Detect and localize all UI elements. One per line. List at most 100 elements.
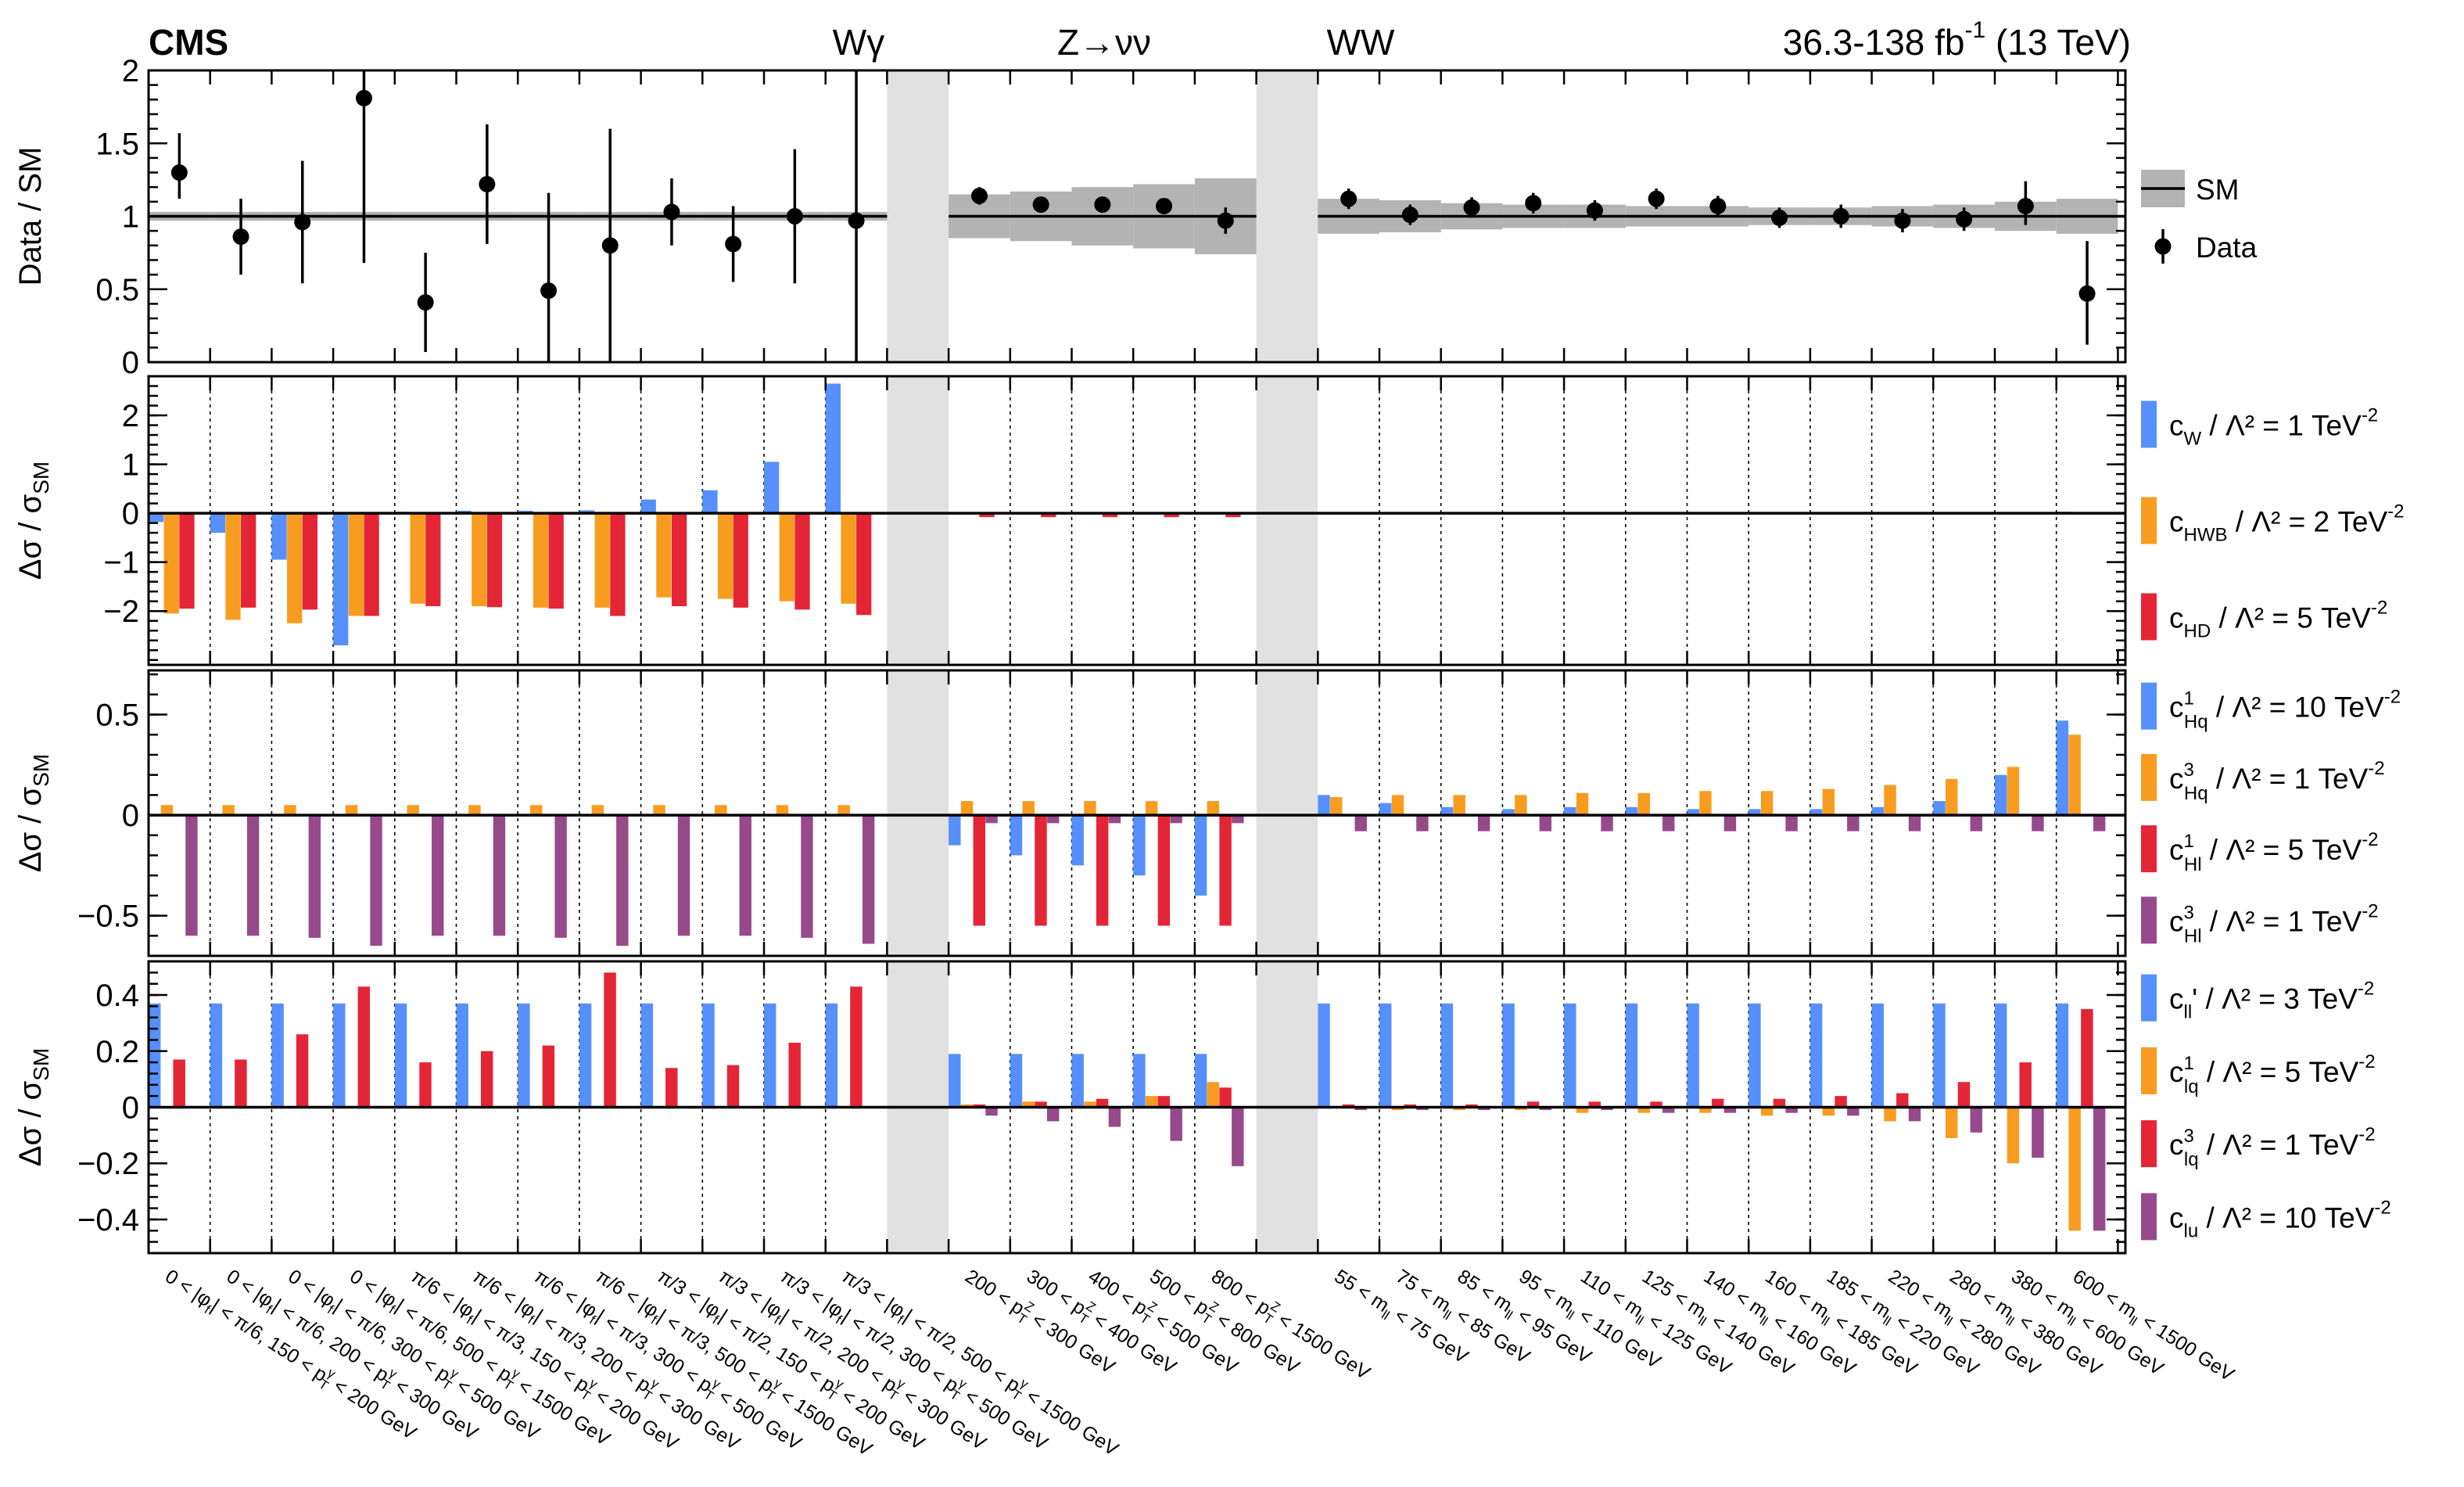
y-tick-label: 1 [122,200,139,235]
legend-swatch-orange [2141,497,2157,544]
legend-coef-sup: 3 [2184,1126,2194,1147]
legend-label: c3 lq / Λ² = 1 TeV-2 [2169,1124,2376,1170]
bar-red [1342,1104,1355,1108]
bar-purple [985,815,998,824]
bar-red [179,513,195,609]
data-point [663,203,680,221]
bar-blue [1318,795,1330,816]
gap-band-0-panel-2 [887,670,949,956]
bar-orange [1330,796,1343,816]
bar-blue [271,1003,284,1108]
bar-blue [1133,1054,1146,1108]
gap-band-1-panel-1 [1256,376,1318,665]
legend-coef: c [2169,1056,2184,1088]
bar-blue [1871,806,1885,816]
bar-blue [764,462,780,514]
bar-orange [1946,778,1958,816]
bar-blue [1194,1054,1207,1108]
bar-orange [1822,788,1835,816]
y-axis-label: Δσ / σSM [13,754,53,872]
y-tick-label: 1.5 [95,127,139,161]
legend-label: cHD / Λ² = 5 TeV-2 [2169,598,2387,642]
data-point [1156,197,1173,214]
legend-rhs: / Λ² = 5 TeV [2199,1056,2359,1088]
bar-orange [284,805,296,816]
legend-coef: c [2169,983,2184,1015]
bar-blue [1071,815,1084,866]
bar-blue [702,1003,715,1108]
legend-coef-sub: lq [2184,1076,2199,1097]
legend-sm-label: SM [2196,174,2240,206]
legend-exp: -2 [2358,1051,2375,1072]
bar-red [1526,1101,1540,1108]
bar-orange [1760,1107,1774,1116]
bar-red [1465,1104,1478,1108]
bar-orange [472,513,487,606]
bar-red [2019,1062,2032,1108]
panel-frame [147,669,2127,957]
bar-purple [801,815,813,938]
legend-label: c3 Hl / Λ² = 1 TeV-2 [2169,900,2379,946]
bar-blue [1440,806,1454,816]
experiment-label: CMS [149,22,228,63]
bar-orange [594,513,610,608]
y-tick-label: 1 [122,448,139,483]
bar-purple [246,815,260,936]
bar-purple [1601,815,1613,831]
data-point [848,212,865,229]
bar-red [610,513,626,616]
bar-purple [1047,1107,1060,1122]
bar-blue [1133,815,1146,876]
bar-orange [960,801,974,816]
bar-orange [656,513,672,598]
bar-red [726,1065,740,1108]
bar-blue [1502,809,1515,816]
bar-blue [702,490,718,514]
bar-purple [1662,1107,1675,1113]
legend-rhs: / Λ² = 1 TeV [2199,1129,2359,1161]
bar-red [1773,1098,1786,1108]
bar-blue [579,510,595,514]
bar-orange [1084,801,1096,816]
bar-red [979,513,995,518]
bar-orange [2007,767,2020,816]
bar-red [419,1062,432,1108]
bar-blue [1748,1003,1761,1108]
bar-red [671,513,687,606]
legend-coef: c [2169,691,2184,724]
bar-blue [1071,1054,1084,1108]
bar-purple [1539,815,1552,831]
y-axis-label-main: Δσ / σ [13,786,48,872]
bar-red [241,513,256,608]
data-point [1956,210,1973,228]
bar-purple [308,815,321,938]
bar-purple [1723,815,1737,831]
legend-rhs: / Λ² = 5 TeV [2211,602,2371,634]
data-point [725,235,742,253]
bar-blue [1318,1003,1330,1108]
legend-coef: c [2169,834,2184,866]
bar-blue [1687,809,1699,816]
bar-purple [1477,1107,1490,1111]
bar-blue [579,1003,592,1108]
legend-coef-sub: Hl [2184,925,2202,946]
legend-coef-sub: W [2184,429,2202,450]
bar-orange [345,805,358,816]
y-tick-label: −0.4 [77,1203,139,1237]
bar-red [1957,1082,1971,1108]
legend-label: c3 Hq / Λ² = 1 TeV-2 [2169,758,2385,804]
bar-blue [1625,1003,1638,1108]
legend-swatch-red [2141,1120,2157,1168]
group-label-znunu: Z→νν [1057,22,1151,63]
bar-orange [1145,801,1158,816]
bar-purple [1601,1107,1613,1111]
bar-orange [1453,795,1465,816]
legend-rhs: ' / Λ² = 3 TeV [2192,983,2358,1015]
bar-red [480,1051,493,1108]
bar-blue [1625,806,1638,816]
bar-orange [222,805,235,816]
y-tick-label: 0.2 [95,1035,139,1069]
y-tick-label: 2 [122,54,139,88]
bar-blue [149,513,164,523]
bar-orange [1884,1107,1896,1122]
